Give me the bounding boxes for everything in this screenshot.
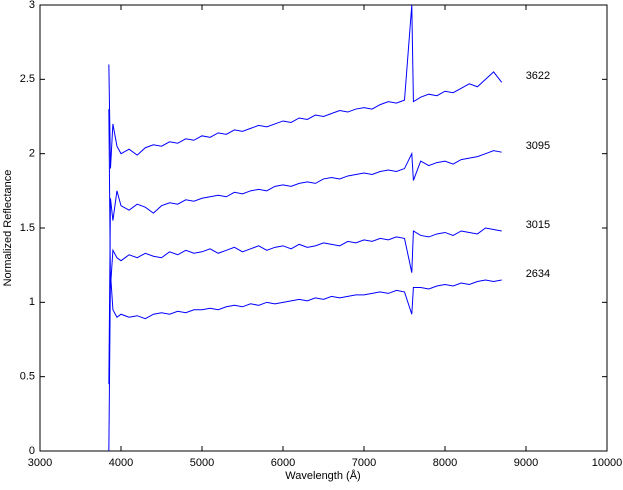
x-tick-label: 3000	[28, 457, 52, 469]
y-tick-label: 1	[29, 296, 35, 308]
x-tick-label: 9000	[514, 457, 538, 469]
x-tick-label: 10000	[592, 457, 623, 469]
x-tick-label: 6000	[271, 457, 295, 469]
series-label: 3622	[526, 70, 550, 82]
y-tick-label: 0.5	[20, 371, 35, 383]
y-tick-label: 2	[29, 148, 35, 160]
spectrum-line	[108, 4, 503, 169]
x-tick-label: 8000	[433, 457, 457, 469]
y-axis-label: Normalized Reflectance	[2, 170, 14, 287]
x-tick-label: 5000	[190, 457, 214, 469]
spectrum-line	[108, 150, 502, 385]
spectrum-line	[108, 272, 502, 452]
y-tick-label: 3	[29, 0, 35, 11]
x-tick-label: 7000	[352, 457, 376, 469]
series-label: 3015	[526, 219, 550, 231]
series-label: 2634	[526, 268, 550, 280]
y-tick-label: 2.5	[20, 73, 35, 85]
x-tick-label: 4000	[109, 457, 133, 469]
series-label: 3095	[526, 140, 550, 152]
y-tick-label: 1.5	[20, 222, 35, 234]
x-axis-label: Wavelength (Å)	[285, 469, 360, 482]
plot-frame	[39, 4, 608, 452]
spectrum-line	[108, 109, 502, 288]
y-tick-label: 0	[29, 445, 35, 457]
